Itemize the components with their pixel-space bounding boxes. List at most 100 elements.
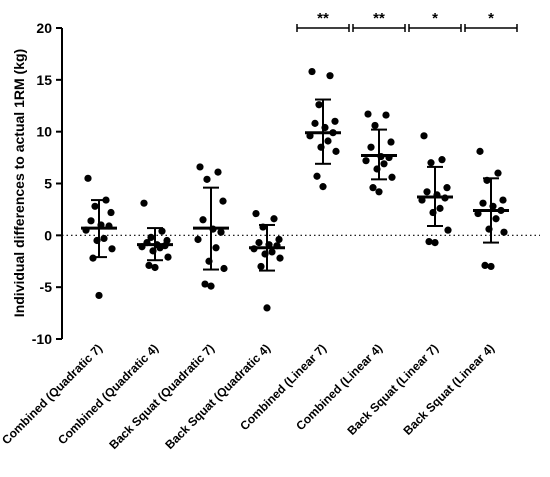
data-point [220, 264, 228, 273]
group-7 [473, 147, 509, 271]
data-point [485, 225, 493, 233]
data-point [205, 257, 213, 265]
data-point [214, 168, 222, 176]
group-1 [137, 199, 173, 272]
data-point [380, 160, 388, 168]
data-point [207, 282, 215, 290]
data-point [387, 138, 395, 146]
data-point [145, 261, 153, 269]
data-point [375, 188, 383, 196]
data-point [476, 147, 484, 155]
data-point [87, 217, 95, 225]
data-point [429, 208, 437, 217]
data-point [433, 191, 441, 199]
data-point [212, 244, 220, 252]
y-tick-label: 20 [36, 20, 52, 36]
data-point [317, 143, 325, 151]
group-4 [305, 67, 341, 191]
data-point [362, 157, 370, 165]
data-point [481, 261, 489, 269]
x-category-label: Back Squat (Linear 4) [400, 341, 497, 438]
data-point [259, 223, 267, 231]
data-point [273, 242, 281, 250]
data-point [497, 206, 505, 215]
y-tick-label: 0 [44, 227, 52, 243]
group-6 [417, 132, 453, 247]
data-point [97, 221, 105, 229]
data-point [385, 153, 393, 162]
data-point [331, 117, 339, 125]
data-point [164, 253, 172, 261]
data-point [265, 241, 273, 249]
y-tick-label: 15 [36, 72, 52, 88]
data-point [261, 250, 269, 258]
data-point [444, 226, 452, 234]
data-point [479, 199, 487, 207]
data-point [252, 209, 260, 218]
data-point [156, 244, 164, 252]
x-category-label: Back Squat (Quadratic 7) [106, 341, 217, 452]
y-tick-label: -10 [32, 331, 52, 347]
data-point [436, 204, 444, 212]
data-point [308, 67, 316, 76]
data-point [82, 226, 90, 234]
data-point [423, 188, 431, 196]
data-point [326, 72, 334, 80]
data-point [443, 184, 451, 192]
x-category-label: Combined (Quadratic 7) [0, 341, 105, 447]
axis-layer: -10 -5 0 5 10 15 20 Combined (Quadratic 7)Combi… [0, 20, 497, 452]
data-point [95, 291, 103, 300]
data-point [494, 169, 502, 177]
data-point [138, 243, 146, 251]
data-point [201, 280, 209, 288]
data-point [91, 202, 99, 210]
data-point [149, 247, 157, 255]
data-point [474, 209, 482, 218]
significance-label: * [432, 10, 438, 27]
data-point [431, 238, 439, 247]
data-point [107, 208, 115, 217]
data-point [255, 238, 263, 247]
data-point [364, 110, 372, 118]
data-point [487, 262, 495, 271]
data-point [377, 152, 385, 161]
data-point [425, 237, 433, 246]
significance-label: * [488, 10, 494, 27]
data-point [427, 159, 435, 167]
data-point [84, 174, 92, 182]
group-5 [361, 110, 397, 196]
data-point [276, 254, 284, 262]
data-point [306, 132, 314, 140]
data-point [499, 196, 507, 204]
data-point [315, 101, 323, 109]
significance-label: ** [373, 10, 385, 27]
data-point [382, 111, 390, 119]
data-point [105, 222, 113, 230]
data-point [147, 233, 155, 242]
data-point [329, 129, 337, 137]
data-point [196, 163, 204, 171]
data-point [194, 235, 202, 244]
x-category-label: Combined (Quadratic 4) [55, 341, 161, 447]
y-axis-label: Individual differences to actual 1RM (kg… [11, 49, 27, 317]
group-0 [81, 174, 117, 300]
data-point [270, 215, 278, 223]
data-point [89, 254, 97, 262]
data-point [321, 123, 329, 132]
data-point [219, 197, 227, 205]
data-point [388, 173, 396, 181]
data-point [209, 225, 217, 233]
data-point [100, 234, 108, 243]
data-point [319, 183, 327, 191]
data-point [367, 143, 375, 151]
data-point [492, 215, 500, 223]
data-point [102, 196, 110, 204]
data-point [203, 175, 211, 183]
data-point [140, 199, 148, 207]
data-point [371, 121, 379, 130]
data-point [268, 248, 276, 256]
data-point [420, 132, 428, 140]
data-point [441, 194, 449, 202]
